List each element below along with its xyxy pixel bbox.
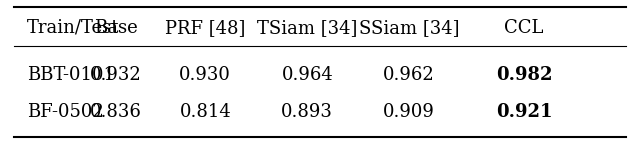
Text: 0.921: 0.921 bbox=[495, 103, 552, 121]
Text: 0.964: 0.964 bbox=[282, 66, 333, 84]
Text: 0.814: 0.814 bbox=[179, 103, 231, 121]
Text: 0.962: 0.962 bbox=[383, 66, 435, 84]
Text: Train/Test: Train/Test bbox=[27, 19, 120, 37]
Text: BF-0502: BF-0502 bbox=[27, 103, 104, 121]
Text: 0.932: 0.932 bbox=[90, 66, 142, 84]
Text: 0.982: 0.982 bbox=[495, 66, 552, 84]
Text: PRF [48]: PRF [48] bbox=[165, 19, 246, 37]
Text: 0.930: 0.930 bbox=[179, 66, 231, 84]
Text: 0.836: 0.836 bbox=[90, 103, 142, 121]
Text: 0.893: 0.893 bbox=[282, 103, 333, 121]
Text: Base: Base bbox=[94, 19, 138, 37]
Text: 0.909: 0.909 bbox=[383, 103, 435, 121]
Text: CCL: CCL bbox=[504, 19, 543, 37]
Text: TSiam [34]: TSiam [34] bbox=[257, 19, 358, 37]
Text: SSiam [34]: SSiam [34] bbox=[359, 19, 460, 37]
Text: BBT-0101: BBT-0101 bbox=[27, 66, 115, 84]
